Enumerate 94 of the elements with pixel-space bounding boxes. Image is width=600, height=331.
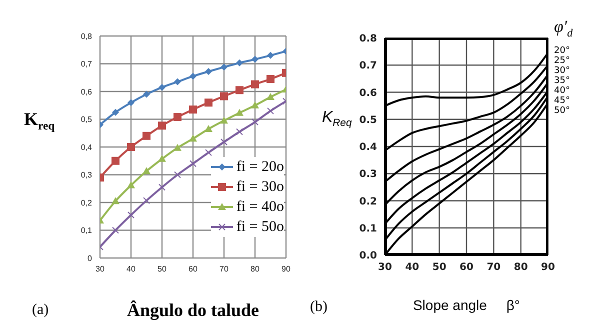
y-tick-label: 0,5 xyxy=(80,115,93,124)
series-label: 35° xyxy=(554,76,571,86)
point xyxy=(220,92,228,100)
point xyxy=(267,107,274,114)
text: (b) xyxy=(310,299,328,316)
x-tick-label: 60 xyxy=(188,264,198,274)
y-tick-label: 0.6 xyxy=(359,88,378,99)
legend-label: fi = 40o xyxy=(236,198,284,217)
x-axis-title: Ângulo do talude xyxy=(126,300,260,320)
y-tick-label: 0.3 xyxy=(359,169,378,180)
y-tick-label: 0,7 xyxy=(80,60,93,69)
y-tick-label: 0.8 xyxy=(359,34,378,45)
y-axis-title: K$_{Req}$ xyxy=(322,108,352,129)
y-tick-label: 0.1 xyxy=(359,223,378,234)
x-tick-label: 40 xyxy=(405,262,420,274)
series-label: 45° xyxy=(554,96,571,106)
point xyxy=(236,128,243,136)
legend-label: fi = 30o xyxy=(236,178,284,197)
point xyxy=(220,138,228,146)
x-tick-label: 80 xyxy=(250,264,260,274)
series-label: 20° xyxy=(554,46,571,56)
legend-title: φ′$_{d}$ xyxy=(554,17,573,40)
series-label: 50° xyxy=(554,106,571,116)
y-tick-label: 0 xyxy=(88,254,93,263)
point xyxy=(204,98,212,107)
x-tick-label: 90 xyxy=(282,264,291,274)
point xyxy=(158,84,166,91)
series-label: 40° xyxy=(554,86,571,96)
point xyxy=(205,68,212,76)
point xyxy=(236,108,244,116)
point xyxy=(220,64,228,71)
y-axis-title: K$_{req}$ xyxy=(24,109,55,133)
y-tick-label: 0.7 xyxy=(359,60,378,72)
y-tick-label: 0.2 xyxy=(359,196,378,208)
x-tick-label: 50 xyxy=(432,262,446,274)
point xyxy=(251,101,259,108)
legend-label: fi = 50o xyxy=(236,218,284,237)
point xyxy=(158,122,166,130)
point xyxy=(190,160,196,168)
point xyxy=(112,108,119,116)
point xyxy=(174,144,182,151)
series-label: 30° xyxy=(554,66,571,76)
y-tick-label: 0,3 xyxy=(80,170,93,180)
y-tick-label: 0.4 xyxy=(359,142,378,154)
point xyxy=(252,118,258,126)
y-tick-label: 0,8 xyxy=(80,32,93,41)
point xyxy=(190,72,196,80)
point xyxy=(189,106,197,114)
x-tick-label: 30 xyxy=(378,262,392,274)
point xyxy=(158,154,166,162)
point xyxy=(220,116,228,124)
point xyxy=(112,226,119,234)
point xyxy=(127,181,135,188)
point xyxy=(189,134,197,142)
point xyxy=(112,156,120,165)
point xyxy=(204,124,212,132)
x-tick-label: 80 xyxy=(514,262,528,274)
x-tick-label: 70 xyxy=(486,262,501,274)
y-tick-label: 0,1 xyxy=(80,226,93,236)
point xyxy=(143,197,150,204)
y-tick-label: 0,2 xyxy=(80,198,93,208)
point xyxy=(251,80,259,88)
y-tick-label: 0.0 xyxy=(359,250,378,262)
y-tick-label: 0,4 xyxy=(80,142,93,152)
y-tick-label: 0.5 xyxy=(359,114,378,126)
x-tick-label: 70 xyxy=(220,264,229,274)
point xyxy=(112,197,120,204)
point xyxy=(174,113,182,122)
point xyxy=(174,171,181,178)
x-tick-label: 50 xyxy=(158,264,167,274)
point xyxy=(127,143,135,151)
point xyxy=(174,78,181,86)
point xyxy=(128,211,134,218)
x-tick-label: 90 xyxy=(541,262,555,274)
point xyxy=(236,86,244,94)
x-tick-label: 40 xyxy=(126,264,136,274)
x-tick-label: 60 xyxy=(460,262,474,274)
point xyxy=(205,149,212,156)
series-label: 25° xyxy=(554,56,571,66)
x-tick-label: 30 xyxy=(96,264,105,274)
point xyxy=(143,90,150,98)
legend-label: fi = 20o xyxy=(236,158,284,177)
y-tick-label: 0,6 xyxy=(80,87,93,96)
point xyxy=(252,56,258,63)
x-axis-title: Slope angle β° xyxy=(412,297,520,313)
point xyxy=(142,167,150,174)
point xyxy=(158,184,166,191)
point xyxy=(266,75,274,84)
text: (a) xyxy=(32,302,49,319)
point xyxy=(266,93,274,100)
point xyxy=(236,59,243,66)
point xyxy=(142,132,150,140)
point xyxy=(128,99,134,106)
point xyxy=(267,52,274,59)
